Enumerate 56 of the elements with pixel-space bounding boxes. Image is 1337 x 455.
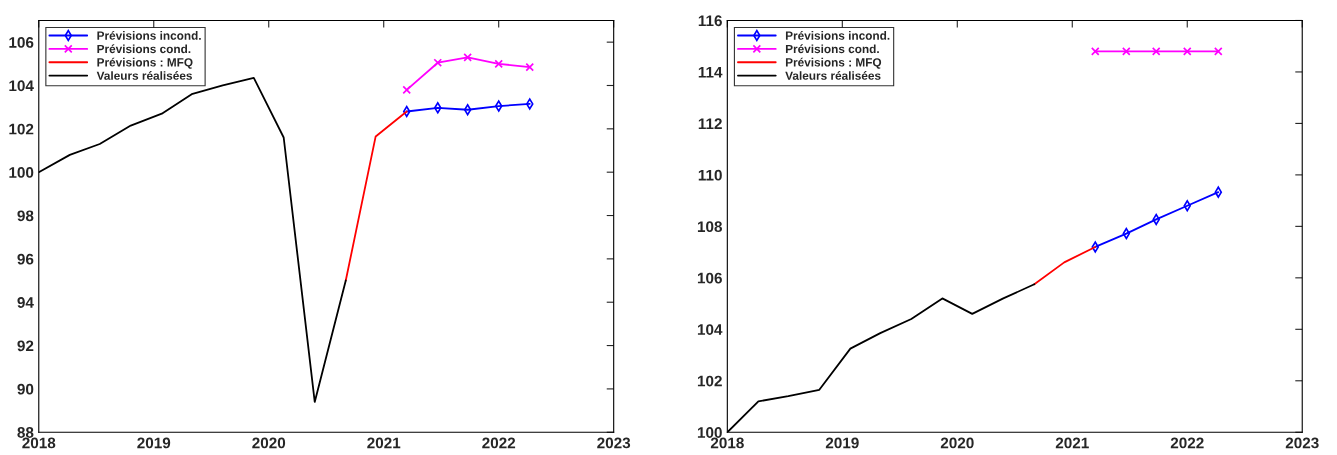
legend-label: Prévisions : MFQ bbox=[97, 57, 193, 69]
y-tick-label: 110 bbox=[698, 169, 722, 181]
legend-label: Valeurs réalisées bbox=[96, 71, 192, 80]
point bbox=[463, 53, 472, 62]
point bbox=[494, 100, 503, 112]
y-tick-label: 108 bbox=[697, 221, 722, 233]
y-tick-label: 106 bbox=[697, 272, 722, 284]
point bbox=[1122, 47, 1131, 56]
point bbox=[1183, 200, 1192, 212]
x-tick-label: 2023 bbox=[1285, 437, 1319, 449]
x-tick-label: 2022 bbox=[1170, 437, 1204, 449]
legend-label: Prévisions incond. bbox=[785, 31, 890, 40]
y-tick-label: 104 bbox=[697, 324, 723, 335]
point bbox=[1213, 47, 1223, 56]
legend-label: Valeurs réalisées bbox=[785, 71, 881, 80]
x-tick-label: 2023 bbox=[597, 437, 631, 449]
point bbox=[1151, 47, 1161, 56]
point bbox=[433, 102, 442, 114]
x-tick-label: 2021 bbox=[1055, 437, 1089, 449]
y-tick-label: 114 bbox=[698, 66, 723, 78]
y-tick-label: 100 bbox=[697, 427, 722, 438]
y-tick-label: 104 bbox=[9, 80, 34, 92]
y-tick-label: 100 bbox=[9, 167, 34, 178]
y-tick-label: 102 bbox=[697, 375, 722, 387]
legend-label: Prévisions incond. bbox=[97, 31, 201, 40]
point bbox=[402, 85, 412, 95]
y-tick-label: 98 bbox=[17, 210, 34, 222]
legend-label: Prévisions : MFQ bbox=[785, 57, 882, 69]
x-tick-label: 2020 bbox=[252, 437, 286, 449]
y-tick-label: 92 bbox=[17, 340, 34, 352]
y-tick-label: 90 bbox=[17, 383, 34, 395]
x-tick-label: 2018 bbox=[22, 437, 56, 449]
y-tick-label: 88 bbox=[17, 427, 34, 438]
point bbox=[525, 62, 535, 72]
point bbox=[1090, 47, 1100, 56]
x-tick-label: 2020 bbox=[940, 437, 974, 449]
point bbox=[525, 98, 534, 110]
x-tick-label: 2019 bbox=[137, 437, 171, 449]
x-tick-label: 2019 bbox=[825, 437, 859, 449]
y-tick-label: 96 bbox=[17, 253, 34, 265]
x-tick-label: 2022 bbox=[482, 437, 516, 449]
point bbox=[1214, 186, 1223, 198]
point bbox=[463, 104, 472, 116]
y-tick-label: 106 bbox=[9, 37, 34, 48]
y-tick-label: 102 bbox=[9, 123, 34, 135]
point bbox=[433, 58, 443, 68]
y-tick-label: 94 bbox=[17, 297, 34, 308]
point bbox=[494, 59, 504, 69]
y-tick-label: 116 bbox=[698, 15, 722, 27]
point bbox=[1091, 241, 1100, 253]
x-tick-label: 2021 bbox=[367, 437, 401, 449]
y-tick-label: 112 bbox=[698, 118, 722, 129]
legend-label: Prévisions cond. bbox=[97, 44, 191, 54]
x-tick-label: 2018 bbox=[710, 437, 744, 449]
point bbox=[1182, 47, 1192, 56]
legend-label: Prévisions cond. bbox=[785, 44, 879, 54]
